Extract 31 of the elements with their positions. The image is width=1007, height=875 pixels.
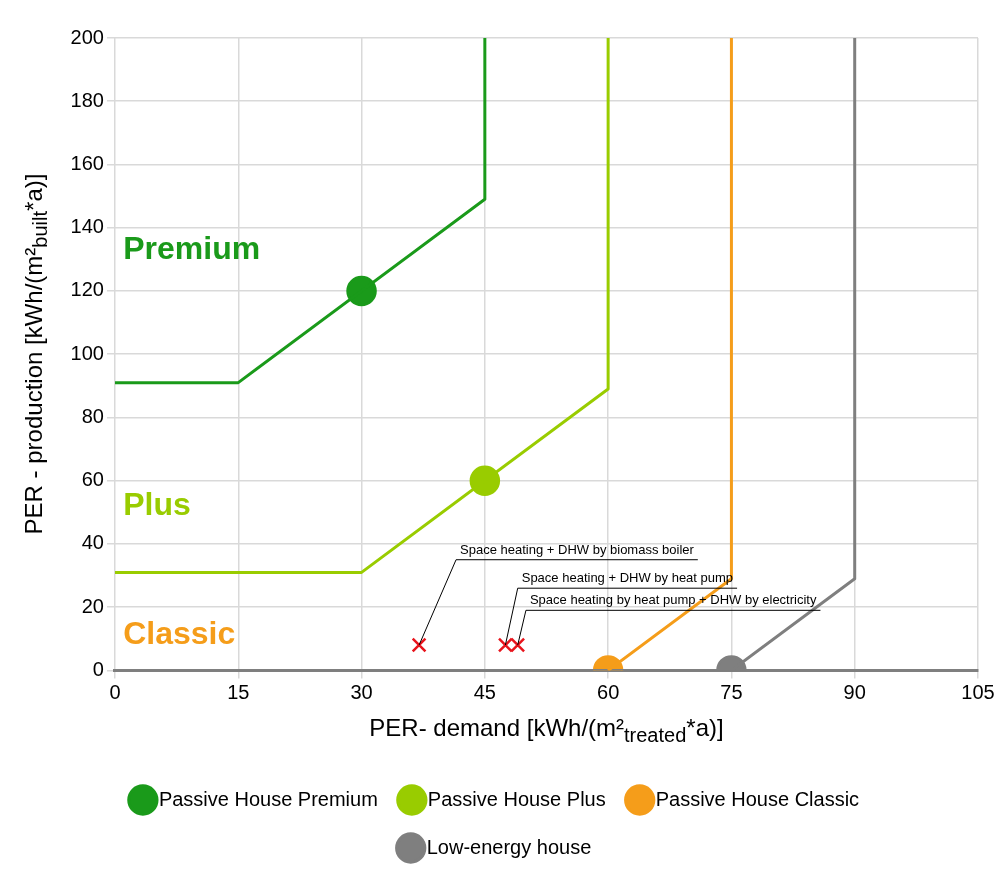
legend-label: Passive House Premium — [158, 787, 378, 810]
y-tick-label: 0 — [92, 657, 104, 680]
y-tick-label: 100 — [70, 341, 104, 364]
y-tick-label: 140 — [70, 215, 104, 238]
y-tick-label: 20 — [81, 594, 104, 617]
x-tick-label: 30 — [350, 680, 373, 703]
x-tick-label: 75 — [720, 680, 743, 703]
y-tick-label: 180 — [70, 88, 104, 111]
y-tick-label: 160 — [70, 152, 104, 174]
x-tick-label: 45 — [473, 680, 496, 703]
point — [411, 637, 427, 653]
x-tick-label: 15 — [227, 680, 250, 703]
x-tick-label: 60 — [597, 680, 620, 703]
y-tick-label: 200 — [70, 25, 104, 48]
y-tick-label: 60 — [81, 468, 104, 491]
y-tick-label: 40 — [81, 531, 104, 554]
x-tick-label: 90 — [843, 680, 866, 703]
annotation: Space heating + DHW by biomass boiler — [460, 541, 695, 557]
x-tick-label: 0 — [109, 680, 121, 703]
legend-label: Low-energy house — [426, 835, 592, 858]
legend-label: Passive House Classic — [655, 787, 860, 810]
x-axis-title: PER- demand [kWh/(m²$_{treated}$*a)] — [369, 714, 724, 747]
point — [497, 637, 513, 653]
annotation: Classic — [123, 615, 236, 652]
annotation: Plus — [123, 485, 191, 522]
legend-label: Passive House Plus — [427, 787, 606, 810]
x-tick-label: 105 — [961, 680, 995, 703]
y-tick-label: 80 — [81, 404, 104, 427]
point — [510, 637, 526, 653]
annotation: Premium — [123, 229, 261, 266]
y-tick-label: 120 — [70, 278, 104, 301]
